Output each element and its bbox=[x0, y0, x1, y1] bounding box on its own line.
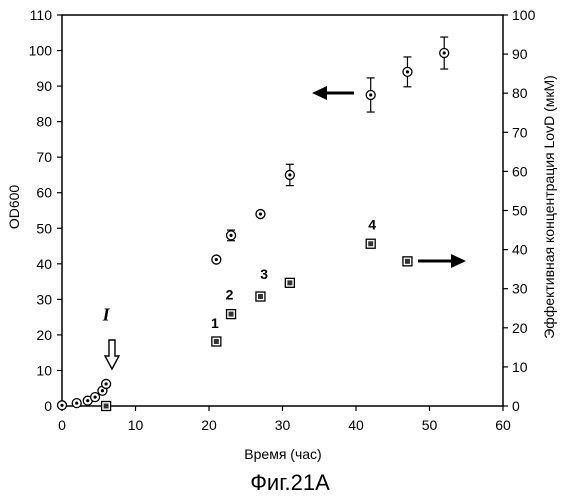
od600-point-center bbox=[288, 173, 291, 176]
y-tick-label: 40 bbox=[36, 256, 52, 272]
plot-frame bbox=[62, 15, 503, 406]
y2-tick-label: 30 bbox=[512, 281, 528, 297]
y-tick-label: 100 bbox=[29, 43, 53, 59]
lovd-point-center bbox=[258, 294, 263, 299]
od600-point-center bbox=[406, 70, 409, 73]
point-number-label: 4 bbox=[368, 216, 376, 232]
y2-tick-label: 90 bbox=[512, 46, 528, 62]
left-axis-arrow-head bbox=[312, 86, 327, 100]
y-tick-label: 10 bbox=[36, 362, 52, 378]
x-tick-label: 50 bbox=[422, 417, 438, 433]
y-tick-label: 90 bbox=[36, 78, 52, 94]
x-tick-label: 60 bbox=[495, 417, 511, 433]
plot-border bbox=[62, 15, 503, 406]
figure-caption: Фиг.21А bbox=[250, 470, 330, 495]
lovd-point-center bbox=[368, 241, 373, 246]
od600-point-center bbox=[229, 234, 232, 237]
y-tick-label: 0 bbox=[44, 398, 52, 414]
od600-point-center bbox=[259, 212, 262, 215]
y2-tick-label: 80 bbox=[512, 85, 528, 101]
y2-tick-label: 50 bbox=[512, 203, 528, 219]
right-axis-arrow-head bbox=[451, 254, 466, 268]
y2-tick-label: 100 bbox=[512, 7, 536, 23]
point-number-label: 3 bbox=[260, 266, 268, 282]
od600-point-center bbox=[75, 402, 78, 405]
x-tick-label: 20 bbox=[201, 417, 217, 433]
y-tick-label: 50 bbox=[36, 220, 52, 236]
lovd-point-center bbox=[229, 312, 234, 317]
od600-point-center bbox=[369, 93, 372, 96]
x-tick-label: 30 bbox=[275, 417, 291, 433]
y-tick-label: 20 bbox=[36, 327, 52, 343]
od600-point-center bbox=[443, 51, 446, 54]
y-tick-label: 80 bbox=[36, 114, 52, 130]
od600-point-center bbox=[215, 258, 218, 261]
point-number-label: 1 bbox=[211, 315, 219, 331]
od600-point-center bbox=[86, 399, 89, 402]
y2-tick-label: 20 bbox=[512, 320, 528, 336]
y2-tick-label: 0 bbox=[512, 398, 520, 414]
series-layer: 12 3 4 I bbox=[58, 37, 449, 410]
lovd-point-center bbox=[405, 259, 410, 264]
phase-marker-label: I bbox=[102, 305, 111, 325]
y2-tick-label: 60 bbox=[512, 163, 528, 179]
y-tick-label: 30 bbox=[36, 291, 52, 307]
od600-point-center bbox=[101, 389, 104, 392]
od600-point-center bbox=[93, 396, 96, 399]
y-tick-label: 70 bbox=[36, 149, 52, 165]
x-tick-label: 10 bbox=[128, 417, 144, 433]
x-axis-label: Время (час) bbox=[244, 446, 321, 462]
y-tick-label: 60 bbox=[36, 185, 52, 201]
point-number-label: 2 bbox=[226, 286, 234, 302]
x-tick-label: 40 bbox=[348, 417, 364, 433]
y-axis-label: OD600 bbox=[6, 185, 22, 230]
x-tick-label: 0 bbox=[58, 417, 66, 433]
lovd-point-center bbox=[287, 280, 292, 285]
arrow-decorations bbox=[105, 86, 466, 369]
lovd-point-center bbox=[104, 404, 109, 409]
axis-ticks: 0102030405060010203040506070809010011001… bbox=[29, 7, 536, 433]
y2-tick-label: 10 bbox=[512, 359, 528, 375]
od600-point-center bbox=[60, 404, 63, 407]
od600-point-center bbox=[105, 382, 108, 385]
phase-down-arrow bbox=[105, 340, 119, 369]
y2-axis-label: Эффективная концентрация LovD (мкМ) bbox=[541, 75, 557, 339]
y2-tick-label: 70 bbox=[512, 124, 528, 140]
y-tick-label: 110 bbox=[30, 7, 53, 23]
lovd-point-center bbox=[214, 339, 219, 344]
y2-tick-label: 40 bbox=[512, 242, 528, 258]
